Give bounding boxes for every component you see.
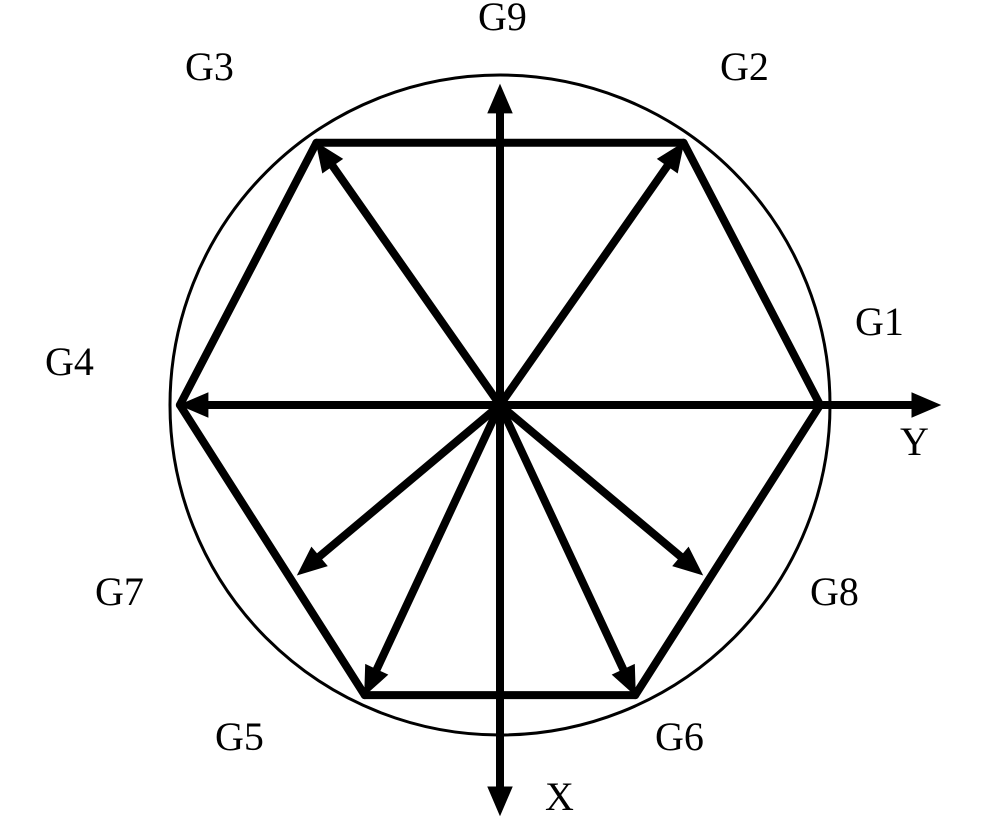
label-L_G6: G6	[655, 714, 704, 759]
label-L_G7: G7	[95, 569, 144, 614]
arrow-head-G9	[488, 85, 512, 113]
label-L_G3: G3	[185, 44, 234, 89]
chord-4	[635, 405, 820, 695]
label-L_Y: Y	[900, 419, 929, 464]
arrow-head-X	[488, 787, 512, 815]
arrow-shaft-G5	[369, 405, 500, 685]
arrow-shaft-G7	[306, 405, 500, 567]
label-L_G5: G5	[215, 714, 264, 759]
arrow-shaft-G8	[500, 405, 694, 567]
chord-5	[684, 143, 820, 405]
label-L_G2: G2	[720, 44, 769, 89]
label-L_G9: G9	[478, 0, 527, 39]
arrow-head-G6	[613, 665, 636, 695]
chord-1	[180, 143, 316, 405]
label-L_X: X	[545, 774, 574, 817]
arrow-head-G5	[365, 665, 388, 695]
label-L_G1: G1	[855, 299, 904, 344]
arrow-shaft-G2	[500, 152, 677, 405]
label-L_G8: G8	[810, 569, 859, 614]
arrow-shaft-G6	[500, 405, 631, 685]
chord-2	[180, 405, 365, 695]
arrow-head-G1	[912, 393, 940, 417]
label-L_G4: G4	[45, 339, 94, 384]
vector-diagram: G9 G2 G3 G1 Y G4 G8 G7 G6 G5 X	[0, 0, 1000, 817]
arrow-shaft-G3	[323, 152, 500, 405]
